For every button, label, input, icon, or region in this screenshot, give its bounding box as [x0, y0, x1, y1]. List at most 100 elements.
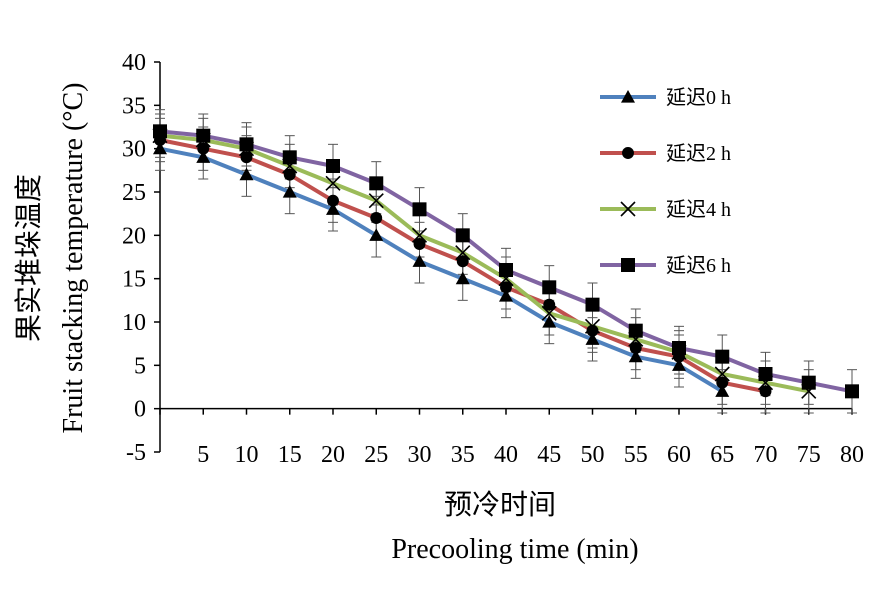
square-marker — [412, 202, 427, 217]
circle-marker — [759, 385, 772, 398]
x-marker-stroke — [411, 227, 428, 243]
x-tick-label: 70 — [754, 442, 778, 468]
square-marker — [499, 263, 513, 277]
legend-label: 延迟6 h — [666, 254, 731, 277]
y-tick-label: 0 — [134, 397, 146, 423]
circle-marker — [370, 212, 383, 224]
legend-item: 延迟0 h — [600, 86, 731, 109]
triangle-marker — [455, 271, 470, 285]
legend-label: 延迟4 h — [666, 198, 731, 221]
legend-item: 延迟2 h — [600, 142, 731, 165]
square-marker — [153, 124, 167, 139]
x-marker — [620, 201, 636, 217]
x-marker-stroke — [714, 366, 730, 382]
square-marker — [196, 128, 211, 143]
x-marker-stroke — [368, 193, 384, 209]
square-marker — [326, 159, 340, 173]
x-tick-label: 15 — [278, 442, 302, 468]
x-tick-label: 25 — [364, 442, 388, 468]
x-tick-label: 75 — [797, 442, 821, 468]
triangle-marker — [715, 384, 730, 397]
x-tick-label: 5 — [197, 442, 209, 468]
triangle-marker — [239, 167, 254, 181]
x-marker-stroke — [455, 245, 471, 261]
x-tick-label: 45 — [537, 442, 561, 468]
triangle-marker — [499, 289, 513, 302]
square-marker — [239, 137, 254, 152]
circle-marker — [500, 281, 512, 294]
y-tick-label: 15 — [122, 267, 146, 293]
series-line-2 — [159, 133, 810, 394]
y-tick-label: 5 — [134, 353, 146, 379]
x-marker-stroke — [620, 201, 636, 217]
triangle-marker — [672, 358, 686, 371]
y-axis-title-cn: 果实堆垛温度 — [13, 174, 45, 342]
x-marker — [411, 227, 428, 243]
circle-marker — [283, 168, 296, 181]
square-marker — [455, 228, 470, 243]
x-tick-label: 40 — [494, 442, 518, 468]
y-tick-label: 20 — [122, 223, 146, 249]
circle-marker — [413, 238, 426, 250]
square-marker — [585, 297, 600, 312]
x-tick-label: 35 — [451, 442, 475, 468]
legend-label: 延迟2 h — [666, 142, 731, 165]
x-marker — [714, 366, 730, 382]
triangle-marker — [628, 349, 643, 363]
x-tick-label: 60 — [667, 442, 691, 468]
x-marker-stroke — [541, 305, 557, 321]
square-marker — [369, 176, 384, 191]
triangle-marker — [282, 185, 297, 198]
x-marker — [541, 305, 557, 321]
square-marker — [758, 367, 773, 381]
y-tick-label: 35 — [122, 93, 146, 119]
square-marker — [628, 323, 643, 338]
circle-marker — [629, 342, 642, 354]
x-marker-stroke — [325, 175, 341, 191]
triangle-marker — [585, 332, 600, 345]
y-tick-label: -5 — [126, 440, 146, 466]
square-marker — [845, 384, 859, 399]
legend: 延迟0 h 延迟2 h 延迟4 h 延迟6 h — [600, 86, 731, 277]
y-tick-label: 40 — [122, 50, 146, 76]
triangle-marker — [542, 315, 557, 328]
x-tick-label: 30 — [408, 442, 432, 468]
circle-marker — [586, 324, 599, 337]
square-marker — [621, 258, 635, 272]
axes — [154, 61, 853, 453]
x-marker-stroke — [584, 318, 601, 334]
x-axis-title-cn: 预冷时间 — [444, 489, 556, 521]
x-axis-title-en: Precooling time (min) — [391, 534, 638, 565]
y-tick-label: 30 — [122, 137, 146, 163]
square-marker — [672, 341, 686, 355]
y-tick-label: 25 — [122, 180, 146, 206]
triangle-marker — [326, 202, 340, 215]
legend-item: 延迟4 h — [600, 198, 731, 221]
circle-marker — [456, 255, 469, 268]
circle-marker — [543, 298, 556, 311]
x-tick-label: 55 — [624, 442, 648, 468]
circle-marker — [716, 376, 729, 389]
x-tick-label: 65 — [710, 442, 734, 468]
tick-labels: -5 0 5 10 15 20 25 30 35 40 5 10 15 20 25 30 35 40 45 50 55 6… — [122, 50, 864, 468]
series-line-0 — [159, 146, 724, 394]
y-axis-title-en: Fruit stacking temperature (°C) — [58, 83, 89, 434]
triangle-marker — [196, 150, 211, 163]
triangle-marker — [412, 254, 427, 267]
triangle-marker — [621, 90, 635, 103]
circle-marker — [622, 147, 634, 159]
x-tick-label: 10 — [235, 442, 259, 468]
x-marker — [325, 175, 341, 191]
triangle-marker — [369, 228, 384, 241]
x-marker — [455, 245, 471, 261]
circle-marker — [327, 194, 339, 207]
x-tick-label: 50 — [581, 442, 605, 468]
legend-label: 延迟0 h — [666, 86, 731, 109]
y-tick-label: 10 — [122, 310, 146, 336]
circle-marker — [197, 142, 210, 155]
square-marker — [715, 349, 730, 364]
square-marker — [282, 150, 297, 165]
triangle-marker — [153, 141, 167, 155]
x-tick-label: 20 — [321, 442, 345, 468]
